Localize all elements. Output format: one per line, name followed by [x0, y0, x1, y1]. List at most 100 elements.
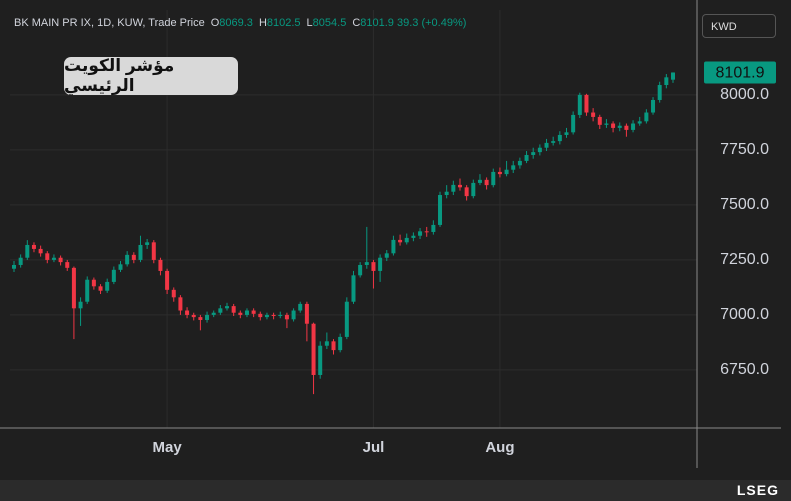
- candle-body: [664, 77, 669, 86]
- candle-body: [145, 242, 150, 245]
- candle-body: [544, 142, 549, 148]
- candle-body: [484, 179, 489, 186]
- candle-body: [158, 259, 163, 271]
- candle-body: [584, 94, 589, 113]
- candle-body: [98, 286, 103, 291]
- candle-body: [398, 239, 403, 243]
- y-tick-label: 7000.0: [720, 306, 769, 323]
- candle-body: [38, 248, 43, 254]
- candle-body: [191, 314, 196, 318]
- candle-body: [205, 314, 210, 320]
- header: BK MAIN PR IX, 1D, KUW, Trade Price O8069…: [14, 17, 466, 29]
- candle-body: [457, 184, 462, 188]
- candle-body: [225, 306, 230, 309]
- candle-body: [291, 310, 296, 320]
- y-tick-label: 7500.0: [720, 196, 769, 213]
- brand: LSEG: [736, 482, 779, 498]
- candle-body: [624, 125, 629, 130]
- candle-body: [604, 123, 609, 125]
- candle-body: [78, 301, 83, 309]
- candle-body: [231, 306, 236, 313]
- candle-body: [497, 171, 502, 175]
- x-tick-label: Aug: [485, 439, 514, 456]
- y-tick-label: 6750.0: [720, 361, 769, 378]
- stat-label: C: [352, 17, 361, 29]
- candle-body: [51, 257, 56, 260]
- currency-button[interactable]: KWD: [702, 14, 776, 38]
- candle-body: [331, 341, 336, 351]
- candle-body: [551, 141, 556, 143]
- title-badge: مؤشر الكويت الرئيسي: [64, 56, 238, 95]
- candle-body: [131, 254, 136, 260]
- candle-body: [25, 244, 30, 258]
- candle-body: [671, 72, 675, 80]
- candle-body: [491, 171, 496, 186]
- candle-body: [45, 253, 50, 260]
- candle-body: [631, 123, 636, 130]
- candle-body: [324, 341, 329, 346]
- chart: May Jul Aug 6750.0 7000.0 7250.0 7500.0 7750.0 8…: [0, 0, 781, 468]
- candle-body: [424, 231, 429, 233]
- candle-body: [12, 264, 16, 269]
- candle-body: [644, 112, 649, 122]
- candle-body: [218, 308, 223, 313]
- candle-body: [31, 244, 36, 249]
- candle-body: [431, 224, 436, 232]
- stat-label: H: [258, 17, 267, 29]
- candle-body: [411, 235, 416, 238]
- candle-body: [138, 244, 143, 260]
- candle-body: [438, 195, 443, 225]
- candle-body: [657, 85, 662, 100]
- candle-body: [318, 345, 323, 375]
- candle-body: [65, 262, 70, 268]
- stat-label: O: [210, 17, 220, 29]
- candle-body: [298, 303, 303, 311]
- candle-body: [278, 314, 283, 317]
- candle-body: [118, 264, 123, 270]
- candle-body: [171, 289, 176, 298]
- candle-body: [178, 297, 183, 311]
- candle-body: [364, 262, 369, 265]
- candle-body: [105, 281, 110, 291]
- candle-body: [344, 301, 349, 337]
- candle-body: [444, 191, 449, 196]
- candle-body: [537, 147, 542, 153]
- candle-body: [404, 237, 409, 243]
- footer: LSEG: [0, 480, 791, 501]
- candle-body: [591, 112, 596, 117]
- candle-body: [18, 257, 23, 265]
- candle-body: [211, 312, 216, 315]
- y-tick-label: 7250.0: [720, 251, 769, 268]
- candle-body: [258, 313, 263, 318]
- candle-body: [564, 132, 569, 135]
- x-tick-label: Jul: [363, 439, 385, 456]
- candle-body: [617, 125, 622, 128]
- stat-value: 8102.5: [266, 17, 301, 29]
- symbol: BK MAIN PR IX, 1D, KUW, Trade Price: [14, 17, 205, 29]
- stat-value: 8054.5: [312, 17, 347, 29]
- candle-body: [571, 114, 576, 133]
- candle-body: [358, 264, 363, 276]
- candle-body: [511, 165, 516, 170]
- candle-body: [637, 121, 642, 124]
- candle-body: [271, 314, 276, 317]
- stat-value: 8101.9: [360, 17, 394, 29]
- candle-body: [471, 182, 476, 197]
- candle-body: [351, 275, 356, 302]
- candle-body: [111, 269, 116, 282]
- candle-body: [651, 99, 656, 113]
- candle-body: [165, 270, 170, 290]
- candle-body: [464, 187, 469, 197]
- x-tick-label: May: [153, 439, 183, 456]
- candle-body: [391, 239, 396, 254]
- candle-body: [311, 323, 316, 375]
- candle-body: [284, 314, 289, 320]
- candle-body: [251, 310, 256, 314]
- candle-body: [384, 253, 389, 258]
- last-price-box: [704, 61, 776, 84]
- candle-body: [198, 317, 203, 320]
- candle-body: [531, 152, 536, 155]
- candle-body: [418, 231, 423, 236]
- candle-body: [371, 262, 376, 271]
